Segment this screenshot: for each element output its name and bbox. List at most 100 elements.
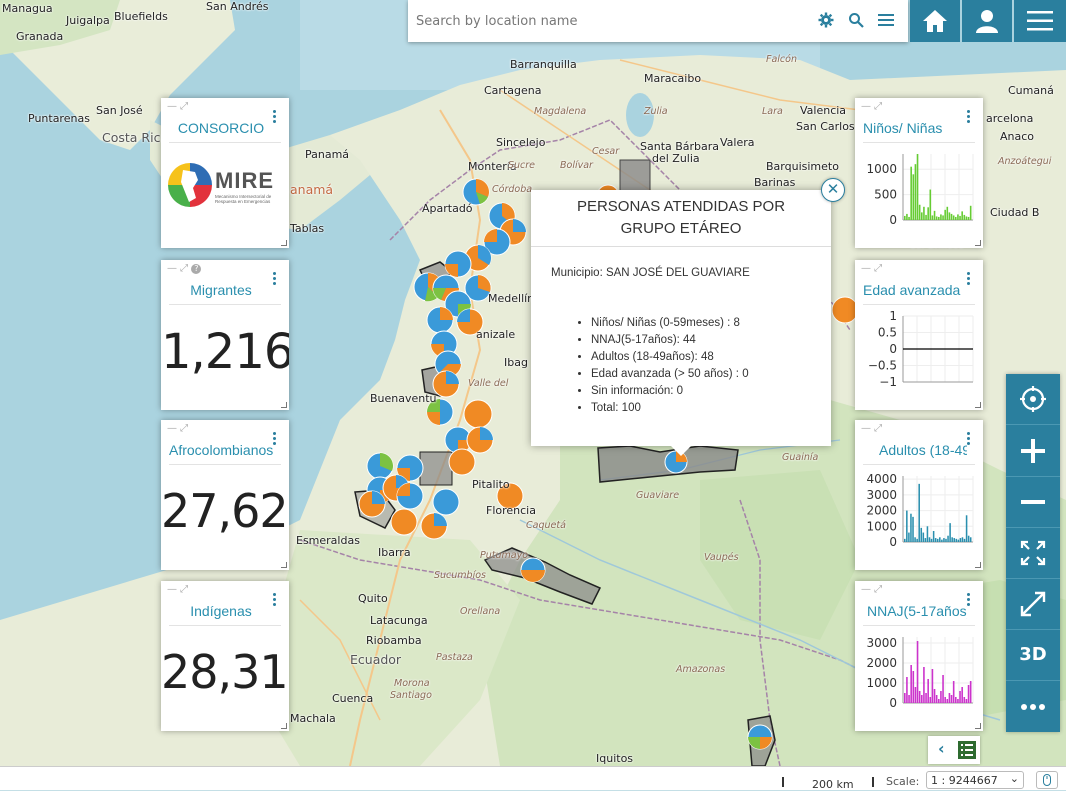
map-label-sincelejo: Sincelejo (496, 136, 546, 149)
chart-bar (906, 213, 908, 220)
user-button[interactable] (962, 0, 1012, 42)
list-item: NNAJ(5-17años): 44 (591, 332, 831, 349)
mouse-nav-icon[interactable] (1036, 771, 1058, 789)
chart-bar (963, 697, 966, 703)
card-window-controls[interactable]: — ⤢ (167, 101, 189, 112)
map-label-manizales: anizale (476, 328, 516, 341)
chevron-down-icon: ⌄ (1009, 772, 1019, 785)
chart-title: Adultos (18-49años) (879, 442, 967, 458)
popup-title-line2: GRUPO ETÁREO (620, 220, 742, 237)
legend-list-icon[interactable] (958, 741, 976, 759)
chart-bar (969, 681, 972, 703)
chart-edad-avanzada: 1 0.5 0 −0.5 −1 (868, 310, 974, 389)
kebab-menu-icon[interactable] (967, 110, 971, 125)
chart-bar (963, 538, 966, 542)
kebab-menu-icon[interactable] (273, 432, 277, 447)
map-label-ibague: Ibag (504, 356, 528, 369)
chart-bar (961, 537, 964, 542)
card-window-controls[interactable]: — ⤢ (167, 584, 189, 595)
chart-bar (904, 538, 906, 542)
kebab-menu-icon[interactable] (273, 110, 277, 125)
kebab-menu-icon[interactable] (273, 593, 277, 608)
home-button[interactable] (910, 0, 960, 42)
chart-bar (904, 693, 906, 703)
hamburger-icon (1027, 11, 1053, 31)
mire-logo-subtitle: Mecanismo Intersectorial de Respuesta en… (215, 194, 272, 204)
kebab-menu-icon[interactable] (273, 272, 277, 287)
search-options-icon[interactable] (874, 8, 898, 32)
locate-button[interactable] (1006, 374, 1060, 425)
mire-logo-icon (168, 163, 212, 207)
close-icon[interactable]: ✕ (821, 178, 845, 202)
search-input[interactable] (414, 6, 808, 36)
pie-markers[interactable] (358, 178, 859, 750)
map-label-amazonas: Amazonas (676, 664, 726, 675)
zoom-in-button[interactable] (1006, 426, 1060, 477)
gear-icon[interactable] (814, 8, 838, 32)
help-icon[interactable]: ? (191, 264, 202, 274)
map-label-medellin: Medellín (488, 292, 535, 305)
map-label-morona: Morona (394, 678, 430, 689)
map-label-falcon: Falcón (766, 54, 797, 65)
chevron-left-icon[interactable]: ‹ (938, 739, 945, 758)
chart-bar (942, 675, 944, 703)
layers-toggle[interactable]: ‹ (928, 736, 980, 764)
kebab-menu-icon[interactable] (967, 272, 971, 287)
zoom-extent-button[interactable] (1006, 528, 1060, 579)
map-label-valera: Valera (720, 136, 755, 149)
chart-bar (967, 216, 970, 220)
chart-ytick-label: 2000 (866, 656, 897, 670)
chart-bar (957, 539, 960, 542)
map-label-pitalito: Pitalito (472, 478, 510, 491)
map-label-ecuador: Ecuador (350, 652, 402, 667)
user-icon (976, 10, 998, 33)
chart-bar (946, 699, 949, 703)
chart-bar (924, 538, 927, 542)
kebab-menu-icon[interactable] (967, 432, 971, 447)
fullscreen-button[interactable] (1006, 579, 1060, 630)
chart-bar (957, 214, 959, 220)
chart-ytick-label: 4000 (866, 472, 897, 486)
more-options-button[interactable] (1006, 681, 1060, 731)
card-window-controls[interactable]: — ⤢ (861, 423, 883, 434)
card-window-controls[interactable]: — ⤢ (167, 423, 189, 434)
card-window-controls[interactable]: — ⤢ (861, 584, 883, 595)
card-window-controls[interactable]: — ⤢ (861, 101, 883, 112)
expand-icon (1020, 591, 1046, 617)
kebab-menu-icon[interactable] (967, 593, 971, 608)
chart-bar (961, 687, 963, 703)
chart-ytick-label: 0 (889, 213, 897, 227)
chart-bar (918, 691, 921, 703)
map-label-tablas: Tablas (290, 222, 325, 235)
chart-bar (925, 693, 927, 703)
card-window-controls[interactable]: — ⤢ (861, 263, 883, 274)
map-label-putumayo: Putumayo (480, 550, 529, 561)
chart-bar (936, 538, 939, 542)
map-label-cartagena: Cartagena (484, 84, 542, 97)
map-label-granada: Granada (16, 30, 64, 43)
chart-bar (918, 483, 920, 542)
3d-toggle-button[interactable]: 3D (1006, 630, 1060, 681)
search-icon[interactable] (844, 8, 868, 32)
map-label-monteria: Montería (468, 160, 517, 173)
chart-bar (941, 539, 943, 542)
zoom-out-button[interactable] (1006, 477, 1060, 528)
status-bar: 200 km Scale: 1 : 9244667 ⌄ (0, 766, 1066, 791)
card-chart-ninos: — ⤢ Niños/ Niñas 1000 500 0 (855, 98, 983, 248)
chart-bar (925, 214, 927, 220)
map-label-florencia: Florencia (486, 504, 536, 517)
menu-button[interactable] (1014, 0, 1066, 42)
chart-bar (969, 205, 972, 220)
chart-ytick-label: 0 (889, 535, 897, 549)
map-label-cuenca: Cuenca (332, 692, 374, 705)
chart-title: NNAJ(5-17años) (867, 603, 967, 619)
chart-ytick-label: 0.5 (878, 326, 897, 340)
card-window-controls[interactable]: — ⤢ ? (167, 263, 202, 274)
map-label-panama: anamá (290, 182, 334, 197)
map-label-san-andres: San Andrés (206, 0, 269, 13)
scale-select[interactable]: 1 : 9244667 ⌄ (926, 771, 1024, 789)
chart-bar (904, 215, 906, 220)
chart-ytick-label: −0.5 (868, 359, 897, 373)
chart-bar (961, 211, 963, 220)
popup-stats-list: Niños/ Niñas (0-59meses) : 8 NNAJ(5-17añ… (531, 315, 831, 417)
